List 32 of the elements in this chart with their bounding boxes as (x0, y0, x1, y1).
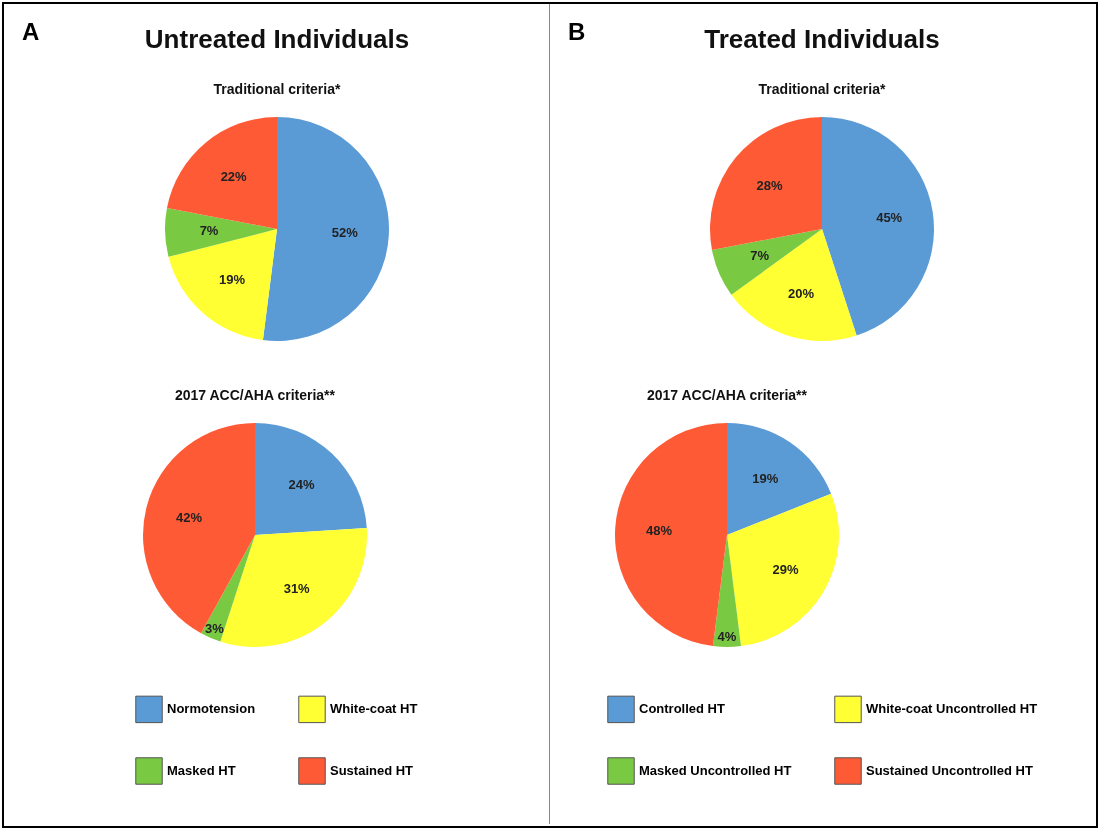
legend-label: Normotension (167, 701, 256, 717)
data-label: 48% (645, 522, 673, 538)
chart-title: 2017 ACC/AHA criteria** (174, 387, 336, 403)
chart-title: 2017 ACC/AHA criteria** (646, 387, 808, 403)
legend-label: Masked HT (167, 763, 236, 778)
legend-label: Sustained HT (330, 763, 414, 778)
data-label: 45% (876, 210, 903, 226)
chart-subtitle: Traditional criteria* (213, 81, 341, 97)
chart-title: Untreated Individuals (144, 24, 409, 54)
chart-subtitle: Traditional criteria* (758, 81, 886, 97)
data-label: 24% (288, 477, 315, 493)
legend-label: Sustained Uncontrolled HT (865, 763, 1033, 778)
text: B (568, 18, 586, 46)
legend-label: White-coat Uncontrolled HT (865, 701, 1037, 717)
data-label: 20% (787, 285, 815, 301)
data-label: 31% (283, 580, 311, 596)
data-label: 22% (220, 168, 247, 184)
data-label: 19% (751, 470, 779, 486)
legend-label: White-coat HT (330, 701, 418, 717)
data-label: 52% (331, 225, 358, 241)
data-label: 7% (750, 248, 770, 264)
data-label: 42% (176, 510, 203, 526)
data-label: 4% (717, 629, 737, 644)
legend-label: Masked Uncontrolled HT (638, 763, 791, 778)
data-label: 19% (218, 272, 245, 288)
data-label: 7% (199, 223, 219, 239)
chart-title: Treated Individuals (704, 24, 940, 54)
legend-label: Controlled HT (638, 701, 725, 717)
text: A (22, 18, 40, 46)
data-label: 29% (772, 561, 799, 577)
data-label: 3% (205, 620, 225, 636)
data-label: 28% (756, 177, 784, 193)
